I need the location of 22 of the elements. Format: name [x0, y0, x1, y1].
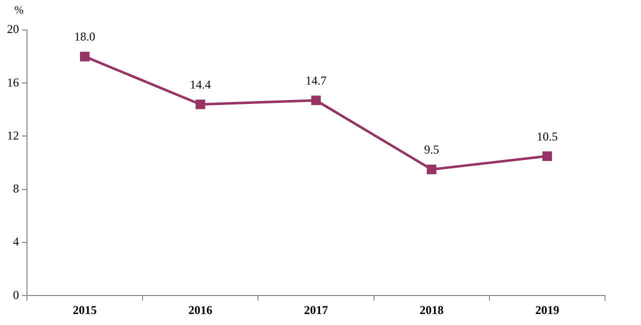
data-label: 18.0	[74, 30, 96, 44]
point	[80, 52, 90, 62]
y-tick-label: 0	[13, 288, 19, 302]
y-axis-title: %	[14, 4, 24, 16]
y-tick-label: 4	[13, 234, 19, 249]
x-tick-label: 2017	[304, 302, 328, 317]
data-label: 10.5	[536, 129, 558, 144]
x-tick-label: 2016	[188, 302, 212, 317]
y-tick-label: 20	[7, 22, 19, 36]
data-label: 9.5	[424, 142, 440, 157]
point	[196, 100, 206, 110]
y-tick-label: 8	[13, 182, 19, 196]
y-tick-label: 16	[7, 75, 19, 90]
x-tick-label: 2018	[420, 302, 444, 317]
point	[426, 164, 436, 174]
y-tick-label: 12	[7, 128, 19, 142]
point	[542, 151, 552, 161]
data-label: 14.4	[190, 78, 211, 92]
x-tick-label: 2019	[535, 302, 560, 317]
point	[311, 96, 321, 106]
data-label: 14.7	[306, 74, 326, 88]
x-tick-label: 2015	[72, 302, 97, 317]
